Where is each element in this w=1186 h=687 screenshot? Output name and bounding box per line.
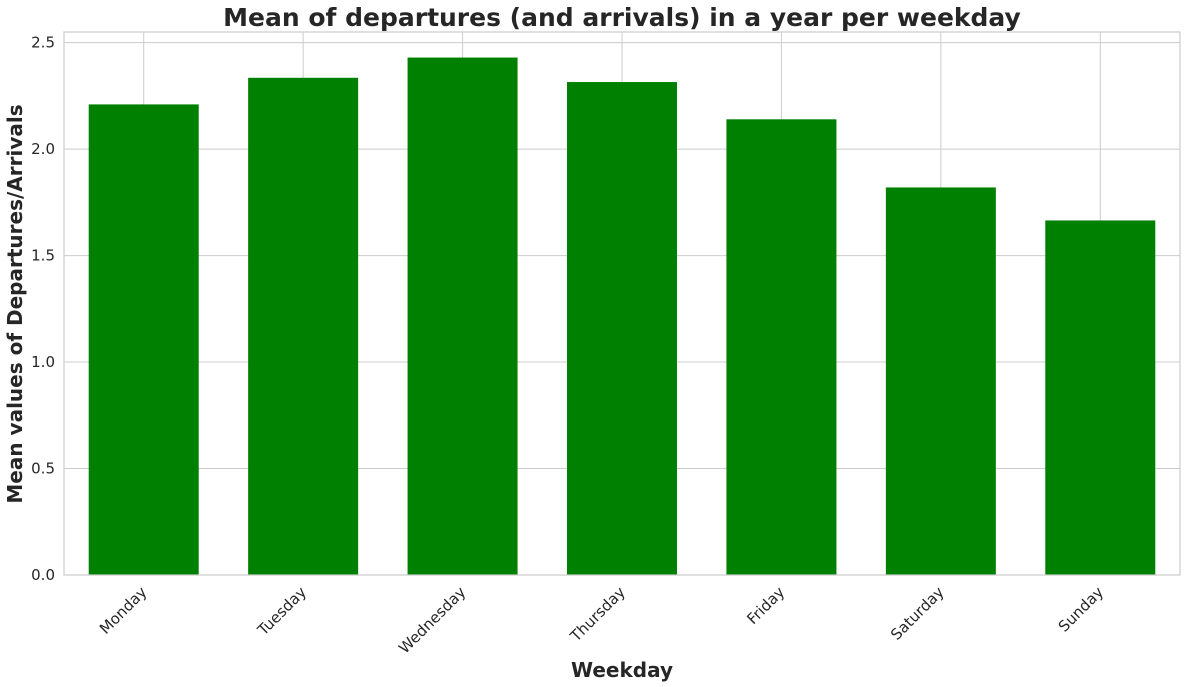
x-tick-label: Thursday	[566, 583, 629, 646]
bars-group	[88, 57, 1156, 576]
y-tick-label: 1.5	[31, 247, 55, 265]
x-tick-label: Friday	[743, 583, 788, 628]
x-tick-label: Tuesday	[253, 583, 310, 640]
y-tick-label: 0.0	[31, 566, 55, 584]
bar-sunday	[1045, 220, 1156, 575]
y-tick-label: 2.0	[31, 140, 55, 158]
x-tick-label: Monday	[96, 583, 151, 638]
bar-tuesday	[248, 77, 359, 576]
y-tick-label: 1.0	[31, 353, 55, 371]
x-axis-label: Weekday	[571, 658, 673, 682]
y-tick-label: 0.5	[31, 460, 55, 478]
y-axis-label: Mean values of Departures/Arrivals	[3, 104, 27, 503]
bar-thursday	[566, 82, 678, 576]
y-tick-labels: 0.0 0.5 1.0 1.5 2.0 2.5	[31, 34, 55, 584]
x-tick-label: Wednesday	[395, 583, 469, 657]
x-tick-labels: Monday Tuesday Wednesday Thursday Friday Satu…	[96, 583, 1107, 657]
bar-wednesday	[407, 57, 518, 576]
x-tick-label: Sunday	[1055, 583, 1108, 636]
x-tick-label: Saturday	[887, 583, 948, 644]
bar-saturday	[885, 187, 996, 575]
plot-frame	[63, 31, 1181, 576]
chart-title: Mean of departures (and arrivals) in a y…	[223, 3, 1021, 32]
y-tick-label: 2.5	[31, 34, 55, 52]
bar-friday	[726, 119, 837, 576]
bar-monday	[88, 104, 199, 576]
